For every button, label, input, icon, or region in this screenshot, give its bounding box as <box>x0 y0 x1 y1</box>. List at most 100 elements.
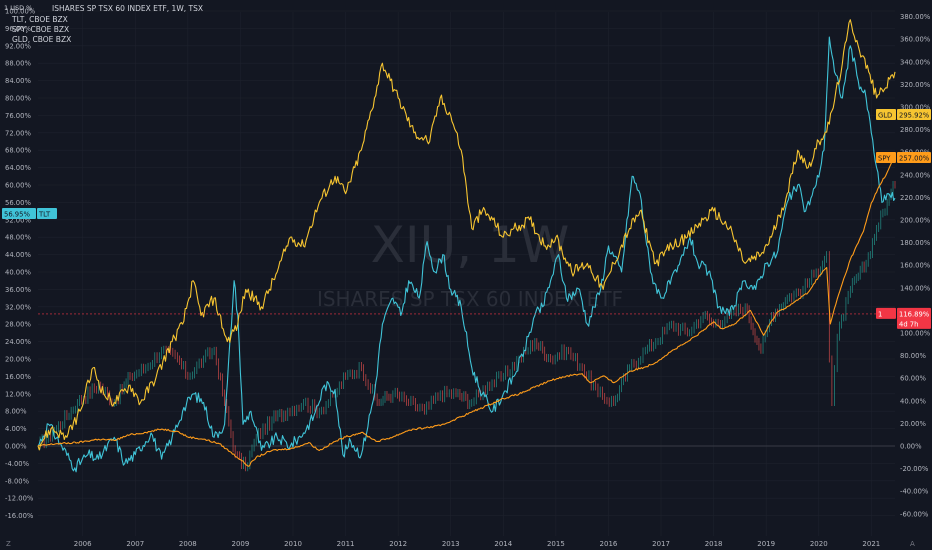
right-tick-label: 100.00% <box>900 330 931 338</box>
left-tick-label: 60.00% <box>5 182 31 190</box>
left-tick-label: 92.00% <box>5 42 31 50</box>
right-tick-label: 280.00% <box>900 126 931 134</box>
left-tick-label: 4.00% <box>5 425 27 433</box>
countdown-badge-bg <box>897 317 931 329</box>
left-tick-label: -8.00% <box>5 477 30 485</box>
x-tick-label: 2019 <box>757 540 775 548</box>
gld-name-badge-bg <box>876 109 896 120</box>
x-axis: 2006 2007 2008 2009 2010 2011 2012 2013 2014 2015… <box>74 540 880 548</box>
left-tick-label: 88.00% <box>5 60 31 68</box>
right-tick-label: 380.00% <box>900 13 931 21</box>
x-tick-label: 2007 <box>126 540 144 548</box>
right-tick-label: 60.00% <box>900 375 926 383</box>
left-tick-label: 64.00% <box>5 164 31 172</box>
tlt-value-badge-bg <box>2 208 36 219</box>
right-tick-label: -40.00% <box>900 488 929 496</box>
compare-tlt[interactable]: TLT, CBOE BZX <box>12 15 68 24</box>
spy-name-badge: SPY <box>878 155 891 163</box>
x-tick-label: 2018 <box>705 540 723 548</box>
right-tick-label: 200.00% <box>900 217 931 225</box>
price-badges: 56.95% TLT GLD 295.92% SPY 257.00% 1 116.89% 4d … <box>2 109 931 329</box>
tlt-name-badge: TLT <box>38 211 51 219</box>
left-tick-label: 0.00% <box>5 443 27 451</box>
series-lines <box>37 19 896 473</box>
gld-value-badge-bg <box>897 109 931 120</box>
left-axis: 100.00% 96.00% 92.00% 88.00% 84.00% 80.00% 76.… <box>5 8 36 521</box>
left-tick-label: 84.00% <box>5 77 31 85</box>
spy-value-badge: 257.00% <box>899 155 930 163</box>
left-tick-label: 28.00% <box>5 321 31 329</box>
right-tick-label: -60.00% <box>900 510 929 518</box>
left-tick-label: 20.00% <box>5 356 31 364</box>
left-tick-label: 56.00% <box>5 199 31 207</box>
main-symbol-title[interactable]: ISHARES SP TSX 60 INDEX ETF, 1W, TSX <box>52 4 203 13</box>
left-tick-label: 68.00% <box>5 147 31 155</box>
right-tick-label: 80.00% <box>900 352 926 360</box>
price-name-badge: 1 <box>878 310 882 318</box>
countdown-badge: 4d 7h <box>899 320 918 328</box>
left-tick-label: -16.00% <box>5 512 34 520</box>
left-tick-label: 44.00% <box>5 251 31 259</box>
left-tick-label: 76.00% <box>5 112 31 120</box>
series-gld <box>37 19 896 451</box>
x-tick-label: 2021 <box>862 540 880 548</box>
timezone-corner[interactable]: Z <box>6 540 11 548</box>
compare-gld[interactable]: GLD, CBOE BZX <box>12 35 72 44</box>
left-tick-label: 100.00% <box>5 8 36 16</box>
x-tick-label: 2011 <box>337 540 355 548</box>
left-tick-label: 80.00% <box>5 95 31 103</box>
right-tick-label: 140.00% <box>900 284 931 292</box>
left-tick-label: 24.00% <box>5 338 31 346</box>
gld-name-badge: GLD <box>878 112 892 120</box>
spy-name-badge-bg <box>876 152 896 163</box>
left-tick-label: 40.00% <box>5 269 31 277</box>
x-tick-label: 2014 <box>494 540 512 548</box>
x-tick-label: 2008 <box>179 540 197 548</box>
tlt-name-badge-bg <box>37 208 57 219</box>
left-tick-label: 8.00% <box>5 408 27 416</box>
right-tick-label: -20.00% <box>900 465 929 473</box>
right-tick-label: 20.00% <box>900 420 926 428</box>
right-tick-label: 220.00% <box>900 194 931 202</box>
compare-spy[interactable]: SPY, CBOE BZX <box>12 25 70 34</box>
right-tick-label: 40.00% <box>900 397 926 405</box>
price-value-badge: 116.89% <box>899 310 930 318</box>
gld-value-badge: 295.92% <box>899 112 930 120</box>
currency-label: 1 USD % <box>4 4 33 12</box>
watermark-symbol: XIU, 1W <box>371 216 570 274</box>
right-tick-label: 360.00% <box>900 36 931 44</box>
x-tick-label: 2010 <box>284 540 302 548</box>
left-tick-label: 12.00% <box>5 390 31 398</box>
spy-value-badge-bg <box>897 152 931 163</box>
left-tick-label: 72.00% <box>5 129 31 137</box>
x-tick-label: 2016 <box>600 540 618 548</box>
x-tick-label: 2012 <box>389 540 407 548</box>
left-tick-label: 52.00% <box>5 216 31 224</box>
auto-scale-button[interactable]: A <box>910 540 915 548</box>
x-tick-label: 2013 <box>442 540 460 548</box>
price-value-badge-bg <box>897 307 931 319</box>
x-tick-label: 2020 <box>810 540 828 548</box>
xiu-candles <box>39 181 896 472</box>
series-spy <box>37 155 896 467</box>
price-name-badge-bg <box>876 307 896 319</box>
right-tick-label: 240.00% <box>900 171 931 179</box>
left-tick-label: 16.00% <box>5 373 31 381</box>
right-tick-label: 160.00% <box>900 262 931 270</box>
left-tick-label: -12.00% <box>5 495 34 503</box>
x-tick-label: 2009 <box>232 540 250 548</box>
watermark-name: ISHARES SP TSX 60 INDEX ETF <box>317 287 623 311</box>
right-tick-label: 340.00% <box>900 58 931 66</box>
grid <box>38 10 895 536</box>
x-tick-label: 2017 <box>652 540 670 548</box>
series-tlt <box>37 36 896 473</box>
left-tick-label: 96.00% <box>5 25 31 33</box>
right-tick-label: 320.00% <box>900 81 931 89</box>
right-tick-label: 180.00% <box>900 239 931 247</box>
tlt-value-badge: 56.95% <box>4 211 30 219</box>
left-tick-label: 32.00% <box>5 303 31 311</box>
right-tick-label: 300.00% <box>900 104 931 112</box>
right-tick-label: 0.00% <box>900 443 922 451</box>
